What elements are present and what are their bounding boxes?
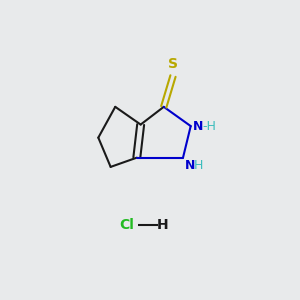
Text: Cl: Cl <box>119 218 134 232</box>
Text: N: N <box>193 120 203 133</box>
Text: H: H <box>157 218 169 232</box>
Text: S: S <box>168 57 178 71</box>
Text: H: H <box>194 159 203 172</box>
Text: N: N <box>184 159 195 172</box>
Text: -H: -H <box>202 120 216 133</box>
